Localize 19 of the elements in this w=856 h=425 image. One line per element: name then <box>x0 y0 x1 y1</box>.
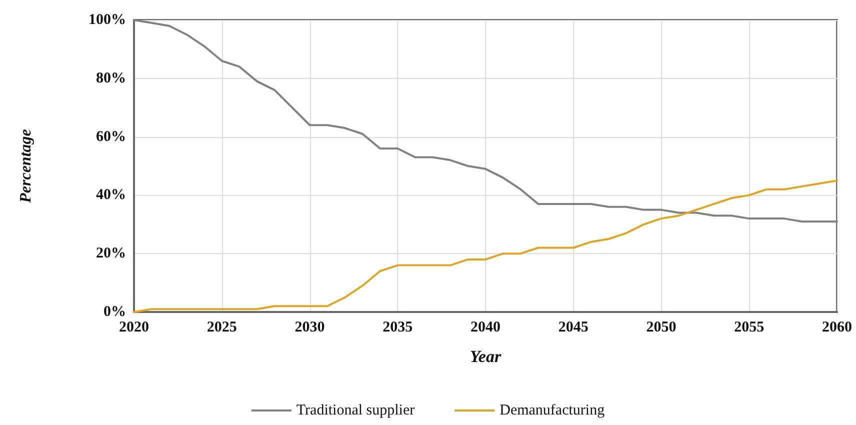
legend-label: Traditional supplier <box>296 402 415 418</box>
x-axis-title: Year <box>470 347 502 366</box>
x-tick-label: 2045 <box>558 320 588 336</box>
y-tick-label: 40% <box>96 187 126 204</box>
x-tick-label: 2040 <box>470 320 500 336</box>
legend-label: Demanufacturing <box>500 402 606 418</box>
x-tick-label: 2060 <box>822 320 852 336</box>
y-axis-title: Percentage <box>18 129 34 204</box>
x-tick-label: 2050 <box>646 320 676 336</box>
y-tick-label: 60% <box>96 128 126 145</box>
y-tick-label: 0% <box>104 304 126 320</box>
x-tick-label: 2030 <box>294 320 325 336</box>
y-tick-label: 80% <box>96 70 126 86</box>
x-tick-label: 2055 <box>734 320 764 336</box>
y-tick-label: 100% <box>88 12 126 28</box>
x-tick-label: 2025 <box>206 320 237 336</box>
x-tick-label: 2035 <box>382 320 413 336</box>
y-tick-label: 20% <box>96 246 126 262</box>
x-tick-label: 2020 <box>119 320 149 336</box>
